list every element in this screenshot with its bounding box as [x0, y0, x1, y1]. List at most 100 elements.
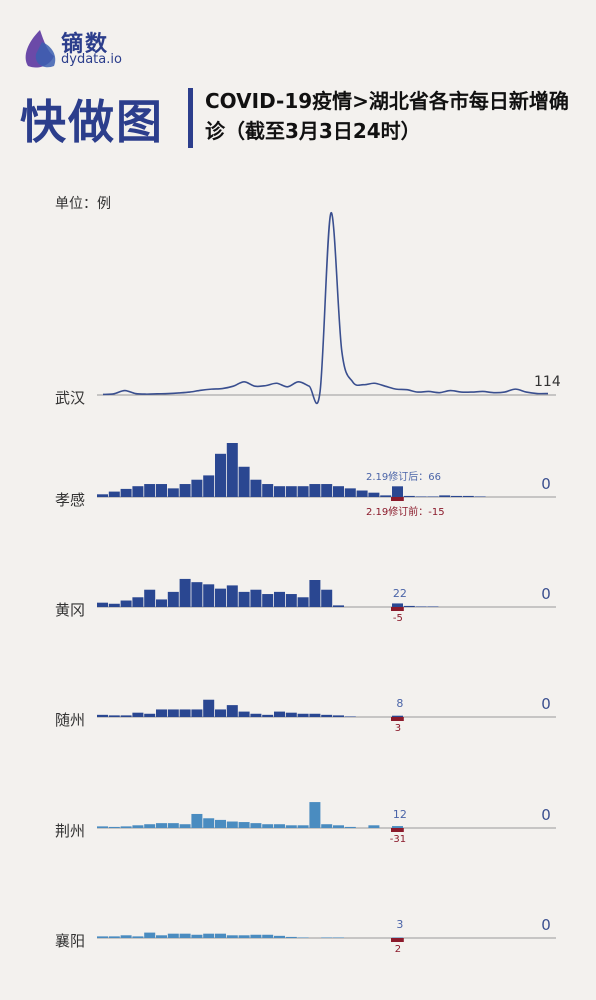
city-label: 随州 [55, 711, 85, 729]
bar [309, 580, 321, 607]
revised-before-bar [391, 828, 404, 832]
bar [215, 819, 226, 828]
bar [427, 606, 439, 607]
bar [191, 479, 203, 497]
bar [250, 479, 262, 497]
bar [179, 824, 191, 828]
brand-domain: dydata.io [61, 52, 122, 67]
bar [403, 495, 415, 497]
bar [297, 597, 309, 607]
bar [297, 825, 309, 828]
bar [226, 443, 238, 497]
bar [344, 826, 356, 828]
revised-after-label: 2.19修订后：66 [366, 470, 441, 483]
revised-before-bar [391, 607, 404, 611]
bar [203, 475, 215, 497]
bar [179, 933, 191, 938]
city-label: 武汉 [55, 389, 85, 407]
title-divider [188, 88, 193, 148]
bar [120, 935, 132, 938]
revised-before-label: -31 [390, 834, 406, 845]
bar [321, 589, 333, 607]
bar [108, 491, 120, 497]
bar [132, 712, 144, 717]
bar [226, 585, 238, 607]
bar [156, 823, 167, 828]
revised-before-label: 2.19修订前：-15 [366, 505, 445, 518]
bar [250, 823, 262, 828]
city-label: 黄冈 [55, 601, 85, 619]
bar [203, 933, 215, 938]
bar [321, 824, 333, 828]
bar [462, 495, 474, 497]
bar [238, 711, 250, 717]
bar [191, 709, 203, 717]
bar [120, 600, 132, 607]
revised-after-label: 12 [393, 808, 407, 821]
revised-after-label: 22 [393, 587, 407, 600]
bar [167, 823, 179, 828]
bar [156, 599, 167, 607]
bar [321, 714, 333, 717]
last-value-label: 114 [534, 374, 561, 390]
bar [356, 490, 368, 497]
bar [274, 935, 285, 938]
page-title: COVID-19疫情>湖北省各市每日新增确诊（截至3月3日24时） [205, 89, 569, 143]
revised-after-label: 3 [396, 918, 403, 931]
revised-before-bar [391, 717, 404, 721]
bar [250, 934, 262, 938]
revised-before-label: 2 [395, 944, 401, 955]
revised-before-label: -5 [393, 613, 403, 624]
bar [250, 589, 262, 607]
bar [297, 486, 309, 497]
bar [309, 802, 321, 828]
bar [250, 713, 262, 717]
hero-title: 快做图 [20, 95, 164, 149]
bar [226, 705, 238, 717]
bar [415, 606, 427, 607]
bar [321, 484, 333, 497]
bar [451, 495, 462, 497]
bar [179, 484, 191, 497]
bar [215, 453, 226, 497]
bar [203, 584, 215, 607]
bar [108, 826, 120, 828]
bar [333, 937, 344, 938]
bar [167, 709, 179, 717]
bar [97, 936, 108, 938]
bar [344, 488, 356, 497]
bar [238, 822, 250, 828]
bar [415, 496, 427, 497]
brand-logo-icon [25, 30, 56, 68]
city-label: 荆州 [55, 822, 85, 840]
bar [203, 699, 215, 717]
bar [321, 937, 333, 938]
bar [179, 578, 191, 607]
bar [156, 484, 167, 497]
bar [191, 813, 203, 828]
bar [120, 715, 132, 717]
bar [167, 933, 179, 938]
bar [285, 712, 297, 717]
bar [120, 826, 132, 828]
revised-after-bar [392, 715, 403, 717]
bar [238, 591, 250, 607]
bar [132, 597, 144, 607]
revised-after-label: 8 [396, 697, 403, 710]
bar [156, 709, 167, 717]
bar [238, 466, 250, 497]
last-value-label: 0 [541, 475, 551, 493]
bar [285, 486, 297, 497]
bar [215, 709, 226, 717]
bar [191, 582, 203, 607]
bar [97, 714, 108, 717]
revised-before-label: 3 [395, 723, 401, 734]
bar [226, 821, 238, 828]
bar [262, 934, 274, 938]
bar [368, 492, 380, 497]
bar [132, 936, 144, 938]
revised-after-bar [392, 603, 403, 607]
bar [297, 937, 309, 938]
bar [380, 495, 392, 497]
